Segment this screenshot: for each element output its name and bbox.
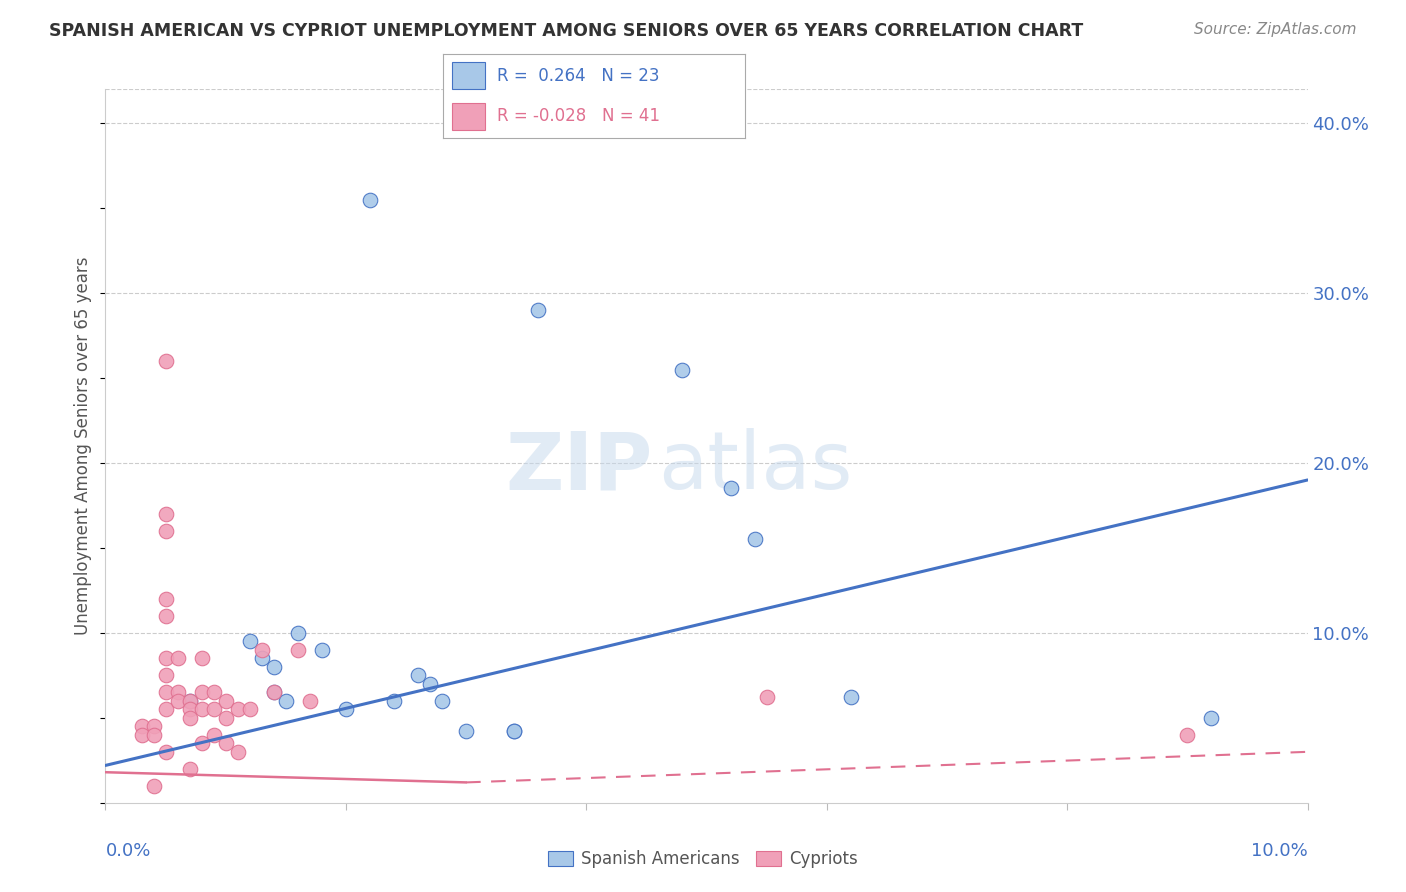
Point: [382, 694, 405, 708]
Point: [155, 745, 177, 759]
Point: [720, 482, 742, 496]
Y-axis label: Unemployment Among Seniors over 65 years: Unemployment Among Seniors over 65 years: [75, 257, 93, 635]
Point: [239, 702, 262, 716]
Point: [263, 660, 285, 674]
Point: [142, 719, 165, 733]
Point: [166, 685, 188, 699]
Text: 10.0%: 10.0%: [1251, 842, 1308, 860]
Bar: [451, 62, 485, 89]
Point: [179, 711, 201, 725]
Point: [202, 702, 225, 716]
Point: [190, 651, 212, 665]
Point: [419, 677, 441, 691]
Point: [298, 694, 321, 708]
Point: [359, 193, 381, 207]
Point: [755, 690, 778, 705]
Point: [179, 762, 201, 776]
Point: [155, 651, 177, 665]
Point: [155, 524, 177, 538]
Point: [456, 724, 478, 739]
Point: [503, 724, 526, 739]
Point: [214, 711, 236, 725]
Point: [131, 719, 153, 733]
Point: [179, 702, 201, 716]
Point: [155, 354, 177, 368]
Point: [166, 694, 188, 708]
Text: Source: ZipAtlas.com: Source: ZipAtlas.com: [1194, 22, 1357, 37]
Point: [166, 651, 188, 665]
Point: [190, 685, 212, 699]
Point: [311, 643, 333, 657]
Point: [744, 533, 766, 547]
Text: 0.0%: 0.0%: [105, 842, 150, 860]
Point: [287, 626, 309, 640]
Point: [335, 702, 357, 716]
Point: [202, 685, 225, 699]
Point: [190, 736, 212, 750]
Point: [671, 362, 693, 376]
Text: atlas: atlas: [658, 428, 853, 507]
Point: [202, 728, 225, 742]
Point: [214, 736, 236, 750]
Point: [131, 728, 153, 742]
Point: [239, 634, 262, 648]
Point: [263, 685, 285, 699]
Point: [179, 694, 201, 708]
Point: [839, 690, 862, 705]
Point: [142, 728, 165, 742]
Point: [263, 685, 285, 699]
Point: [190, 702, 212, 716]
Point: [155, 608, 177, 623]
Point: [250, 651, 273, 665]
Point: [214, 694, 236, 708]
Text: SPANISH AMERICAN VS CYPRIOT UNEMPLOYMENT AMONG SENIORS OVER 65 YEARS CORRELATION: SPANISH AMERICAN VS CYPRIOT UNEMPLOYMENT…: [49, 22, 1084, 40]
Point: [142, 779, 165, 793]
Text: R = -0.028   N = 41: R = -0.028 N = 41: [498, 107, 661, 125]
Point: [274, 694, 297, 708]
Point: [155, 668, 177, 682]
Point: [1177, 728, 1199, 742]
Point: [503, 724, 526, 739]
Text: ZIP: ZIP: [505, 428, 652, 507]
Point: [179, 694, 201, 708]
Point: [250, 643, 273, 657]
Point: [155, 507, 177, 521]
Point: [155, 591, 177, 606]
Bar: [451, 103, 485, 130]
Point: [155, 702, 177, 716]
Point: [226, 745, 249, 759]
Legend: Spanish Americans, Cypriots: Spanish Americans, Cypriots: [541, 844, 865, 875]
Point: [1201, 711, 1223, 725]
Point: [155, 685, 177, 699]
Point: [406, 668, 429, 682]
Text: R =  0.264   N = 23: R = 0.264 N = 23: [498, 67, 659, 85]
Point: [287, 643, 309, 657]
Point: [226, 702, 249, 716]
Point: [527, 303, 550, 318]
Point: [430, 694, 453, 708]
